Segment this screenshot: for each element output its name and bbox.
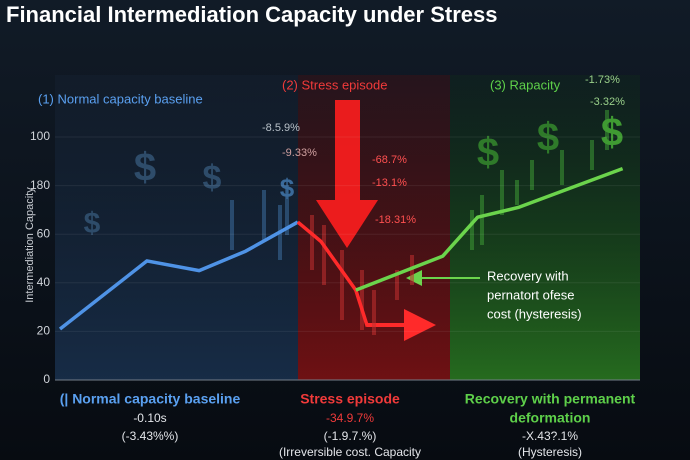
annotation: -8.5.9%: [262, 122, 300, 134]
y-tick-label: 180: [30, 178, 50, 192]
panel-header: (2) Stress episode: [282, 77, 388, 92]
panel-header: (1) Normal capacity baseline: [38, 91, 203, 106]
series-line: [58, 220, 299, 331]
stress-arrow: [316, 100, 378, 248]
panel-footer: (-1.9.7.%): [324, 429, 377, 443]
panel-normal: [55, 75, 298, 380]
candle-decoration: [372, 290, 376, 335]
series-line: [355, 166, 624, 292]
annotation: pernatort ofese: [487, 287, 574, 302]
panel-footer: deformation: [510, 410, 591, 426]
panel-footer: (Hysteresis): [518, 445, 582, 459]
y-tick-label: 60: [37, 226, 51, 240]
candle-decoration: [262, 190, 266, 240]
dollar-icon: $: [280, 173, 295, 203]
candle-decoration: [515, 180, 519, 205]
annotation: -1.73%: [585, 74, 620, 86]
chart-title: Financial Intermediation Capacity under …: [6, 2, 497, 27]
panel-footer: (| Normal capacity baseline: [60, 391, 241, 407]
y-axis-label: Intermediation Capacity: [24, 187, 36, 303]
annotation: -13.1%: [372, 177, 407, 189]
candle-decoration: [395, 270, 399, 300]
annotation: -3.32%: [590, 96, 625, 108]
dollar-icon: $: [203, 159, 222, 197]
panel-header: (3) Rapacity: [490, 77, 561, 92]
y-tick-label: 20: [37, 324, 51, 338]
panel-footer: Recovery with permanent: [465, 391, 636, 407]
panel-footer: (-3.43%%): [122, 429, 179, 443]
candle-decoration: [340, 250, 344, 320]
y-tick-label: 0: [43, 372, 50, 386]
annotation: cost (hysteresis): [487, 306, 582, 321]
panel-footer: Stress episode: [300, 391, 400, 407]
panel-footer: -34.9.7%: [326, 411, 374, 425]
candle-decoration: [322, 225, 326, 285]
candle-decoration: [560, 150, 564, 185]
dollar-icon: $: [134, 146, 156, 190]
panel-footer: (Irreversible cost. Capacity: [279, 445, 421, 459]
annotation: -18.31%: [375, 214, 416, 226]
panel-footer: -0.10s: [133, 411, 166, 425]
candle-decoration: [530, 160, 534, 190]
series-line: [296, 220, 370, 328]
annotation: -68.7%: [372, 154, 407, 166]
y-tick-label: 100: [30, 129, 50, 143]
candle-decoration: [310, 215, 314, 270]
candle-decoration: [285, 185, 289, 235]
annotation: Recovery with: [487, 268, 569, 283]
candle-decoration: [605, 110, 609, 150]
candle-decoration: [360, 270, 364, 330]
dollar-icon: $: [601, 111, 623, 155]
dollar-icon: $: [84, 207, 101, 240]
candle-decoration: [470, 210, 474, 250]
dollar-icon: $: [537, 116, 559, 160]
annotation: -9.33%: [282, 147, 317, 159]
candle-decoration: [590, 140, 594, 170]
candle-decoration: [500, 170, 504, 215]
panel-footer: -X.43?.1%: [522, 429, 578, 443]
candle-decoration: [230, 200, 234, 250]
dollar-icon: $: [477, 131, 499, 175]
candle-decoration: [480, 195, 484, 245]
y-tick-label: 40: [37, 275, 51, 289]
candle-decoration: [410, 255, 414, 285]
